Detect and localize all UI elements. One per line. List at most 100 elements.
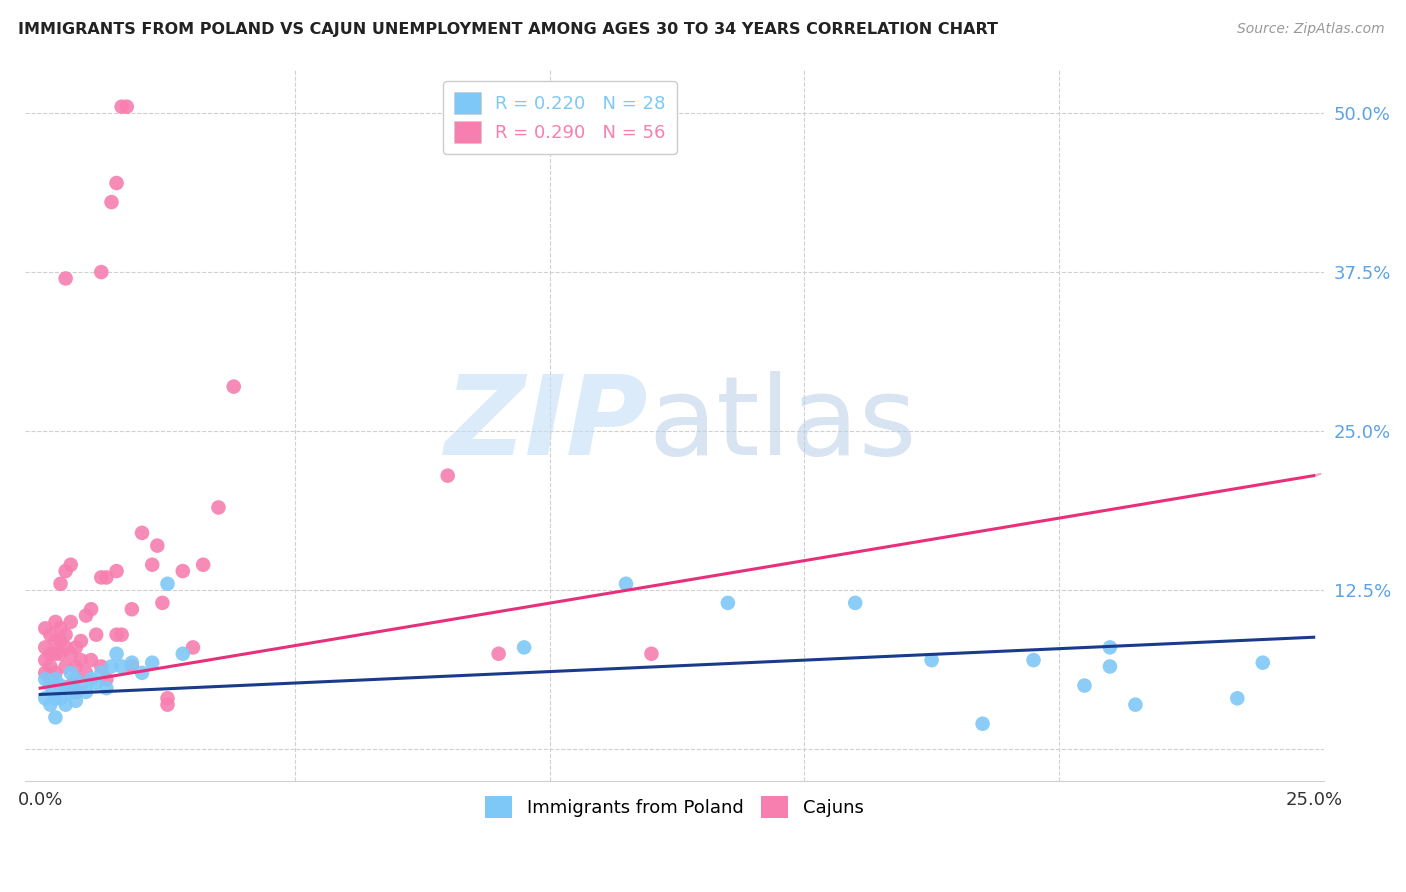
- Point: [59, 615, 82, 629]
- Point: [105, 647, 128, 661]
- Point: [146, 539, 169, 553]
- Point: [80, 602, 103, 616]
- Point: [1073, 679, 1095, 693]
- Point: [844, 596, 866, 610]
- Point: [80, 672, 103, 686]
- Point: [39, 672, 62, 686]
- Point: [44, 672, 66, 686]
- Point: [156, 576, 179, 591]
- Point: [513, 640, 536, 655]
- Point: [75, 685, 97, 699]
- Point: [55, 271, 77, 285]
- Point: [44, 615, 66, 629]
- Point: [121, 602, 143, 616]
- Point: [39, 659, 62, 673]
- Point: [70, 653, 93, 667]
- Point: [181, 640, 204, 655]
- Point: [70, 679, 93, 693]
- Point: [59, 647, 82, 661]
- Point: [1251, 656, 1274, 670]
- Point: [39, 647, 62, 661]
- Point: [131, 525, 153, 540]
- Point: [34, 653, 56, 667]
- Point: [222, 379, 245, 393]
- Text: ZIP: ZIP: [444, 371, 648, 478]
- Point: [115, 100, 138, 114]
- Point: [55, 628, 77, 642]
- Text: Source: ZipAtlas.com: Source: ZipAtlas.com: [1237, 22, 1385, 37]
- Point: [1098, 659, 1121, 673]
- Point: [49, 691, 72, 706]
- Point: [65, 672, 87, 686]
- Point: [39, 628, 62, 642]
- Text: atlas: atlas: [648, 371, 917, 478]
- Point: [59, 665, 82, 680]
- Point: [55, 640, 77, 655]
- Point: [921, 653, 943, 667]
- Point: [44, 665, 66, 680]
- Point: [49, 634, 72, 648]
- Point: [1125, 698, 1147, 712]
- Point: [96, 681, 118, 695]
- Point: [59, 685, 82, 699]
- Point: [84, 676, 107, 690]
- Point: [34, 640, 56, 655]
- Point: [131, 665, 153, 680]
- Point: [34, 672, 56, 686]
- Point: [49, 679, 72, 693]
- Point: [105, 564, 128, 578]
- Point: [55, 659, 77, 673]
- Point: [141, 558, 163, 572]
- Point: [640, 647, 662, 661]
- Point: [65, 685, 87, 699]
- Point: [34, 665, 56, 680]
- Point: [44, 634, 66, 648]
- Point: [75, 665, 97, 680]
- Point: [65, 659, 87, 673]
- Point: [44, 710, 66, 724]
- Point: [65, 694, 87, 708]
- Point: [55, 698, 77, 712]
- Point: [59, 558, 82, 572]
- Point: [172, 564, 194, 578]
- Point: [59, 679, 82, 693]
- Point: [488, 647, 510, 661]
- Point: [111, 659, 134, 673]
- Point: [141, 656, 163, 670]
- Point: [172, 647, 194, 661]
- Point: [614, 576, 637, 591]
- Point: [44, 647, 66, 661]
- Point: [96, 672, 118, 686]
- Point: [34, 691, 56, 706]
- Point: [39, 698, 62, 712]
- Point: [55, 681, 77, 695]
- Point: [1226, 691, 1249, 706]
- Point: [39, 679, 62, 693]
- Point: [152, 596, 174, 610]
- Text: IMMIGRANTS FROM POLAND VS CAJUN UNEMPLOYMENT AMONG AGES 30 TO 34 YEARS CORRELATI: IMMIGRANTS FROM POLAND VS CAJUN UNEMPLOY…: [18, 22, 998, 37]
- Point: [717, 596, 740, 610]
- Point: [105, 628, 128, 642]
- Legend: Immigrants from Poland, Cajuns: Immigrants from Poland, Cajuns: [478, 789, 870, 825]
- Point: [90, 265, 112, 279]
- Point: [121, 656, 143, 670]
- Point: [90, 665, 112, 680]
- Point: [436, 468, 458, 483]
- Point: [49, 647, 72, 661]
- Point: [34, 621, 56, 635]
- Point: [44, 691, 66, 706]
- Point: [191, 558, 214, 572]
- Point: [121, 659, 143, 673]
- Point: [156, 698, 179, 712]
- Point: [90, 659, 112, 673]
- Point: [49, 576, 72, 591]
- Point: [55, 564, 77, 578]
- Point: [90, 570, 112, 584]
- Point: [1022, 653, 1045, 667]
- Point: [1098, 640, 1121, 655]
- Point: [100, 195, 122, 210]
- Point: [49, 621, 72, 635]
- Point: [111, 628, 134, 642]
- Point: [100, 659, 122, 673]
- Point: [80, 653, 103, 667]
